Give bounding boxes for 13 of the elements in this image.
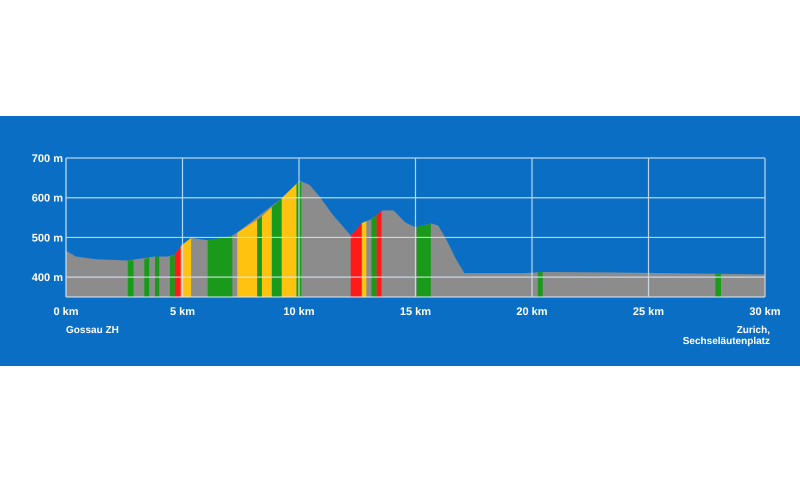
x-tick-label: 10 km <box>283 306 315 318</box>
y-tick-label: 400 m <box>32 272 64 284</box>
text: Zurich, Sechseläutenplatz <box>682 325 770 347</box>
y-tick-label: 500 m <box>32 232 64 244</box>
text: Gossau ZH <box>66 325 119 336</box>
y-tick-label: 700 m <box>32 152 64 165</box>
x-tick-label: 30 km <box>749 306 781 318</box>
x-tick-label: 25 km <box>632 306 664 318</box>
x-tick-label: 15 km <box>400 306 432 318</box>
x-tick-label: 5 km <box>170 306 196 318</box>
x-tick-label: 0 km <box>53 306 79 318</box>
x-tick-label: 20 km <box>516 306 548 318</box>
y-tick-label: 600 m <box>32 192 64 205</box>
